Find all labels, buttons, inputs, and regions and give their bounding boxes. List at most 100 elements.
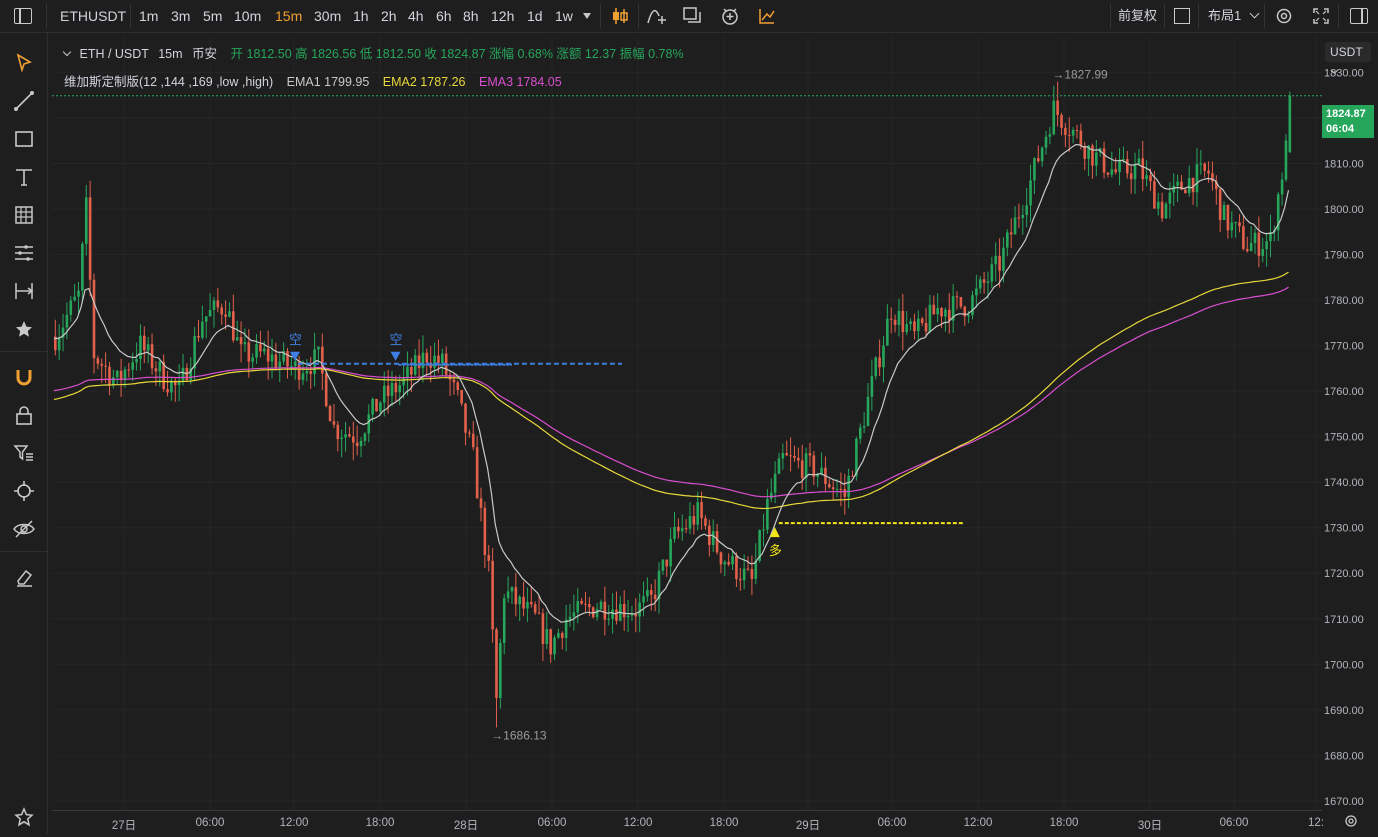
candle-body (305, 371, 309, 374)
candle-body (951, 296, 955, 321)
trend-line-icon[interactable] (10, 87, 38, 115)
legend-collapse-chevron-icon[interactable] (62, 47, 72, 57)
text-tool-icon[interactable] (10, 163, 38, 191)
lock-icon[interactable] (10, 401, 38, 429)
more-intervals-icon[interactable] (583, 13, 591, 19)
candle-body (278, 361, 282, 369)
candle-body (398, 385, 402, 393)
candle-body (858, 427, 862, 439)
price-chart[interactable]: 空 空多 →1827.99 →1686.13 (52, 36, 1322, 810)
candlestick-chart[interactable]: 空 空多 →1827.99 →1686.13 (52, 36, 1322, 810)
right-panel-toggle-icon[interactable] (1350, 8, 1368, 24)
alert-clock-icon[interactable] (720, 6, 740, 26)
interval-10m[interactable]: 10m (234, 8, 262, 24)
interval-15m[interactable]: 15m (275, 8, 303, 24)
settings-gear-icon[interactable] (1275, 7, 1293, 25)
candle-body (704, 518, 707, 526)
interval-8h[interactable]: 8h (463, 8, 479, 24)
candle-body (425, 352, 429, 363)
candle-body (1288, 95, 1292, 153)
candle-body (553, 637, 556, 655)
symbol-name[interactable]: ETHUSDT (60, 8, 127, 24)
layout-button[interactable]: 布局1 (1208, 0, 1260, 32)
candle-body (924, 322, 928, 332)
toolbar-divider (0, 351, 47, 352)
candle-body (1017, 217, 1021, 219)
interval-6h[interactable]: 6h (436, 8, 452, 24)
candle-body (893, 319, 897, 325)
filter-list-icon[interactable] (10, 439, 38, 467)
candle-body (688, 516, 692, 529)
candle-body (1095, 152, 1098, 166)
interval-30m[interactable]: 30m (314, 8, 342, 24)
candle-body (1071, 129, 1075, 136)
candle-body (975, 288, 978, 296)
candle-body (828, 484, 831, 488)
toolbar-divider (0, 551, 47, 552)
candle-body (766, 498, 769, 530)
time-axis[interactable]: 27日 06:00 12:00 18:00 28日 06:00 12:00 18:00 29日 0… (52, 810, 1324, 834)
candle-body (684, 528, 688, 530)
interval-1w[interactable]: 1w (555, 8, 573, 24)
fullscreen-square-icon[interactable] (1174, 8, 1190, 24)
sidebar-toggle-icon[interactable] (14, 8, 32, 24)
price-axis[interactable]: 1830.001820.001810.001800.001790.001780.… (1322, 36, 1378, 834)
candle-body (379, 402, 382, 412)
grid-tool-icon[interactable] (10, 201, 38, 229)
candle-body (1172, 185, 1176, 193)
time-tick-label: 18:00 (709, 817, 739, 829)
candle-body (1145, 175, 1148, 180)
candle-body (1180, 181, 1183, 190)
candle-body (348, 434, 351, 437)
candle-body (514, 587, 518, 605)
fibonacci-icon[interactable] (10, 239, 38, 267)
price-adjust-button[interactable]: 前复权 (1118, 8, 1158, 23)
legend-row-indicator[interactable]: 维加斯定制版(12 ,144 ,169 ,low ,high) EMA1 179… (64, 71, 562, 90)
candle-body (1118, 160, 1121, 173)
fullscreen-icon[interactable] (1312, 7, 1330, 25)
interval-2h[interactable]: 2h (381, 8, 397, 24)
compare-icon[interactable] (682, 6, 702, 26)
watchlist-star-icon[interactable] (10, 803, 38, 831)
candle-body (1033, 158, 1036, 181)
axis-settings-gear-icon[interactable] (1344, 814, 1358, 828)
cursor-arrow-icon[interactable] (10, 49, 38, 77)
candle-body (889, 318, 893, 320)
interval-4h[interactable]: 4h (408, 8, 424, 24)
interval-12h[interactable]: 12h (491, 8, 515, 24)
legend-row-symbol: ETH / USDT 15m 币安 开 1812.50 高 1826.56 低 … (62, 43, 684, 62)
candle-type-icon[interactable] (610, 6, 630, 26)
hide-drawings-eye-icon[interactable] (10, 515, 38, 543)
candle-body (1040, 147, 1044, 162)
strategy-icon[interactable] (757, 6, 777, 26)
candle-body (297, 361, 301, 380)
measure-icon[interactable] (10, 277, 38, 305)
favorite-star-icon[interactable] (10, 315, 38, 343)
indicators-icon[interactable] (646, 6, 668, 26)
candle-body (131, 362, 134, 370)
candle-body (216, 300, 220, 308)
interval-1m[interactable]: 1m (139, 8, 159, 24)
interval-1h[interactable]: 1h (353, 8, 369, 24)
currency-selector[interactable]: USDT (1325, 42, 1371, 75)
bar-countdown: 06:04 (1326, 123, 1355, 135)
rectangle-icon[interactable] (10, 125, 38, 153)
eraser-icon[interactable] (10, 563, 38, 591)
time-tick-label: 06:00 (877, 817, 907, 829)
candle-body (797, 457, 800, 461)
candle-body (754, 560, 758, 579)
candle-body (1029, 180, 1032, 206)
candle-body (212, 300, 216, 310)
price-tick-label: 1810.00 (1324, 158, 1364, 170)
candle-body (197, 335, 200, 338)
candle-body (321, 346, 324, 374)
candle-body (1006, 232, 1009, 248)
interval-5m[interactable]: 5m (203, 8, 223, 24)
interval-1d[interactable]: 1d (527, 8, 543, 24)
candle-body (866, 396, 870, 426)
candle-body (607, 618, 611, 620)
crosshair-target-icon[interactable] (10, 477, 38, 505)
candle-body (522, 596, 525, 609)
interval-3m[interactable]: 3m (171, 8, 191, 24)
magnet-icon[interactable] (10, 363, 38, 391)
